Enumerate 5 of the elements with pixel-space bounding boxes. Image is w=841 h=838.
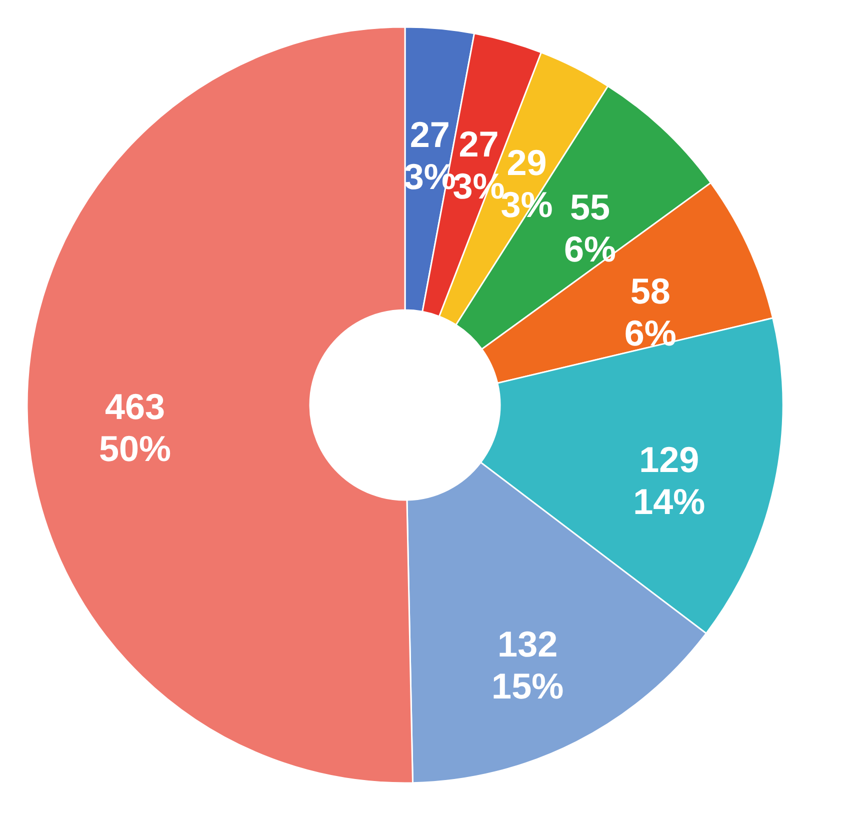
data-label: 132 15% (492, 624, 564, 707)
data-label: 129 14% (633, 438, 706, 522)
data-label: 58 6% (624, 270, 676, 354)
data-label: 463 50% (98, 386, 172, 469)
data-label: 55 6% (564, 186, 616, 270)
